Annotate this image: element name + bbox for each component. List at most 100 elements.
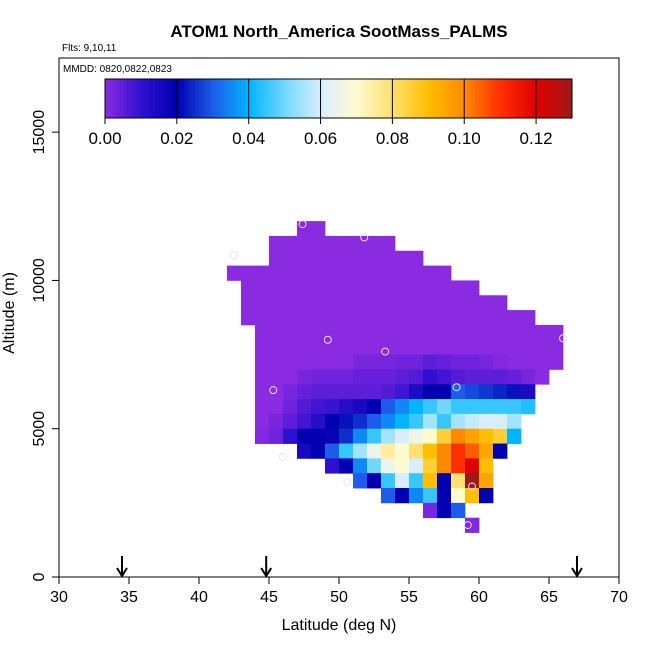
sample-circle [535,384,544,393]
colorbar-segment [342,79,347,118]
heatmap-cell [465,295,480,311]
colorbar-segment [464,79,469,118]
colorbar-segment [381,79,386,118]
heatmap-cell [283,384,298,400]
colorbar-tick-label: 0.06 [304,129,337,148]
heatmap-cell [465,369,480,385]
heatmap-cell [493,428,508,444]
heatmap-cell [297,280,312,296]
heatmap-cell [395,250,410,266]
heatmap-cell [339,339,354,355]
heatmap-cell [493,339,508,355]
heatmap-cell [409,354,424,370]
heatmap-cell [241,280,256,296]
colorbar-tick-label: 0.08 [376,129,409,148]
heatmap-cell [353,295,368,311]
colorbar-segment [360,79,365,118]
heatmap-cell [395,399,410,415]
colorbar-segment [536,79,541,118]
colorbar-segment [122,79,128,118]
heatmap-cell [465,428,480,444]
colorbar-segment [352,79,357,118]
heatmap-cell [521,384,536,400]
heatmap-cell [311,413,326,430]
heatmap-cell [423,324,438,341]
heatmap-cell [339,324,354,341]
heatmap-cell [479,473,494,489]
heatmap-cell [409,369,424,385]
heatmap-cell [311,235,326,252]
heatmap-cell [297,310,312,326]
heatmap-cell [339,310,354,326]
heatmap-cell [507,384,522,400]
heatmap-cell [353,399,368,415]
heatmap-cell [325,339,340,355]
heatmap-cell [311,339,326,355]
colorbar-segment [313,79,318,118]
heatmap-cell [339,265,354,281]
heatmap-cell [437,354,452,370]
heatmap-cell [479,413,494,430]
heatmap-cell [451,324,466,341]
colorbar-segment [403,79,408,118]
heatmap-cell [381,488,396,504]
heatmap-cell [437,324,452,341]
heatmap-cell [353,324,368,341]
heatmap-cell [311,250,326,266]
heatmap-cell [311,354,326,370]
heatmap-cell [465,384,480,400]
heatmap-cell [325,235,340,252]
heatmap-cell [297,428,312,444]
colorbar-segment [158,79,163,118]
heatmap-cell [395,428,410,444]
colorbar-segment [119,79,124,118]
heatmap-cell [311,324,326,341]
y-tick-label: 0 [31,572,48,581]
heatmap-cell [465,413,480,430]
x-axis-label: Latitude (deg N) [282,617,397,634]
heatmap-cell [381,384,396,400]
heatmap-cell [409,413,424,430]
colorbar-segment [198,79,203,118]
colorbar-segment [115,79,120,118]
colorbar-segment [140,79,146,118]
heatmap-cell [283,369,298,385]
heatmap-cell [367,265,382,281]
colorbar-segment [557,79,562,118]
colorbar-segment [155,79,160,118]
heatmap-cell [353,265,368,281]
heatmap-cell [409,295,424,311]
heatmap-cell [395,369,410,385]
colorbar-segment [492,79,498,118]
heatmap-cell [311,443,326,459]
heatmap-cell [339,295,354,311]
colorbar-segment [187,79,192,118]
colorbar-segment [435,79,440,118]
heatmap-cell [493,354,508,370]
heatmap-cell [395,413,410,430]
colorbar-segment [281,79,286,118]
heatmap-cell [409,265,424,281]
heatmap-cell [479,384,494,400]
colorbar-segment [334,79,339,118]
colorbar-segment [216,79,221,118]
colorbar-segment [431,79,436,118]
heatmap-cell [423,339,438,355]
heatmap-cell [507,310,522,326]
heatmap-cell [325,428,340,444]
heatmap-cell [353,443,368,459]
heatmap-cell [395,473,410,489]
heatmap-cell [311,280,326,296]
heatmap-cell [339,250,354,266]
heatmap-cell [367,458,382,474]
heatmap-cell [521,339,536,355]
heatmap-cell [437,295,452,311]
heatmap-cell [479,354,494,370]
heatmap-cell [507,428,522,444]
sample-circle [452,383,461,392]
heatmap-cell [353,354,368,370]
heatmap-cell [451,473,466,489]
heatmap-cell [409,339,424,355]
heatmap-cell [437,339,452,355]
heatmap-cell [395,458,410,474]
